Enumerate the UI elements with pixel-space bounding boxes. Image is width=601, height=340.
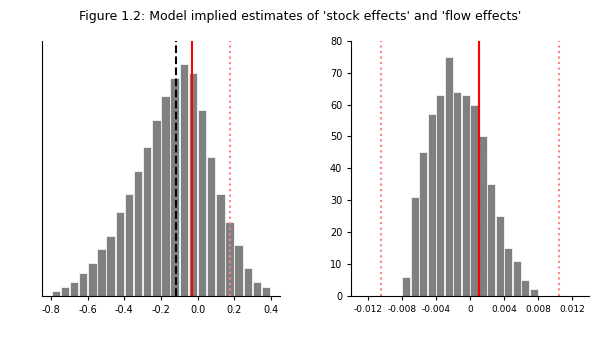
- Bar: [496, 216, 504, 296]
- Bar: [530, 289, 538, 296]
- Bar: [445, 57, 453, 296]
- Bar: [207, 157, 216, 296]
- Bar: [125, 194, 133, 296]
- Bar: [134, 171, 142, 296]
- Text: Figure 1.2: Model implied estimates of 'stock effects' and 'flow effects': Figure 1.2: Model implied estimates of '…: [79, 10, 522, 23]
- Bar: [70, 282, 78, 296]
- Bar: [97, 250, 106, 296]
- Bar: [403, 277, 410, 296]
- Bar: [171, 78, 179, 296]
- Bar: [522, 280, 529, 296]
- Bar: [225, 222, 234, 296]
- Bar: [143, 148, 151, 296]
- Bar: [411, 197, 419, 296]
- Bar: [419, 152, 427, 296]
- Bar: [198, 110, 206, 296]
- Bar: [180, 64, 188, 296]
- Bar: [161, 97, 169, 296]
- Bar: [152, 120, 160, 296]
- Bar: [479, 136, 487, 296]
- Bar: [79, 273, 87, 296]
- Bar: [88, 264, 97, 296]
- Bar: [61, 287, 69, 296]
- Bar: [189, 73, 197, 296]
- Bar: [243, 268, 252, 296]
- Bar: [115, 212, 124, 296]
- Bar: [462, 95, 470, 296]
- Bar: [262, 287, 270, 296]
- Bar: [106, 236, 115, 296]
- Bar: [216, 194, 225, 296]
- Bar: [234, 245, 243, 296]
- Bar: [513, 261, 520, 296]
- Bar: [253, 282, 261, 296]
- Bar: [52, 291, 60, 296]
- Bar: [428, 114, 436, 296]
- Bar: [487, 184, 495, 296]
- Bar: [453, 92, 461, 296]
- Bar: [436, 95, 444, 296]
- Bar: [471, 105, 478, 296]
- Bar: [504, 248, 512, 296]
